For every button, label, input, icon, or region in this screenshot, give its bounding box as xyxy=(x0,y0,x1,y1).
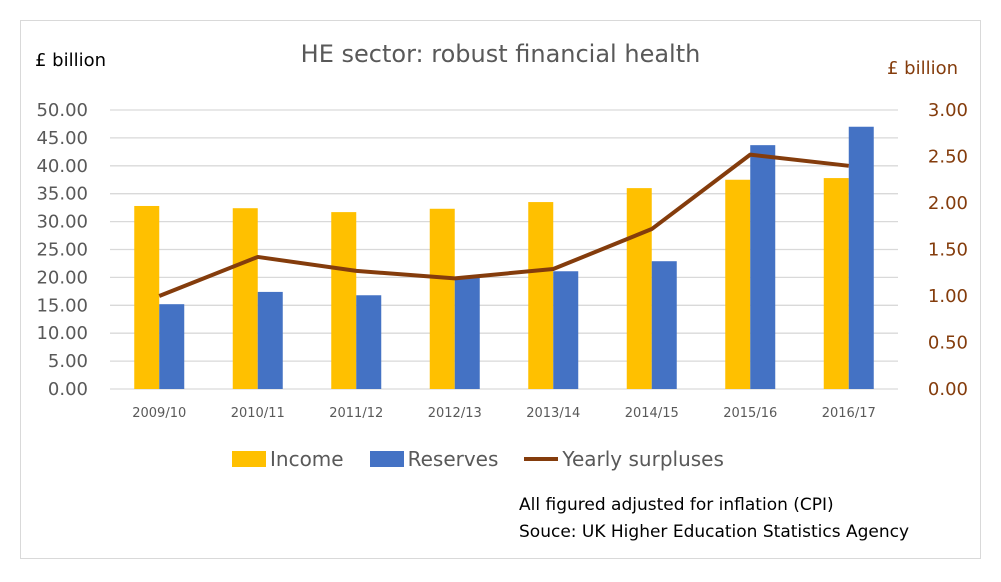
right-tick-label: 0.50 xyxy=(928,333,968,354)
right-tick-label: 2.50 xyxy=(928,147,968,168)
income-bar xyxy=(823,178,849,389)
income-bar xyxy=(232,208,258,389)
reserves-bar xyxy=(651,261,677,389)
legend-item-income: Income xyxy=(232,447,344,471)
legend-item-reserves: Reserves xyxy=(369,447,499,471)
right-tick-label: 1.50 xyxy=(928,240,968,261)
left-tick-label: 5.00 xyxy=(48,351,88,372)
income-bar xyxy=(331,212,357,389)
legend-item-surpluses: Yearly surpluses xyxy=(524,447,724,471)
left-tick-label: 45.00 xyxy=(36,128,88,149)
income-bar xyxy=(134,205,160,389)
income-bar xyxy=(725,179,751,389)
reserves-bar xyxy=(750,145,776,389)
x-tick-label: 2013/14 xyxy=(526,406,580,421)
x-tick-label: 2009/10 xyxy=(132,406,186,421)
line-swatch-icon xyxy=(524,457,559,461)
right-tick-label: 0.00 xyxy=(928,379,968,400)
chart-title: HE sector: robust financial health xyxy=(300,40,701,68)
reserves-bar xyxy=(454,277,480,389)
left-tick-label: 50.00 xyxy=(36,100,88,121)
left-tick-label: 25.00 xyxy=(36,240,88,261)
x-tick-label: 2012/13 xyxy=(428,406,482,421)
left-tick-label: 20.00 xyxy=(36,267,88,288)
reserves-bar xyxy=(159,304,185,389)
left-tick-label: 40.00 xyxy=(36,156,88,177)
reserves-bar xyxy=(257,291,283,389)
axis-ticks: 0.00 5.00 10.00 15.00 20.00 25.00 30.00 35.00 40… xyxy=(36,100,968,421)
bars xyxy=(134,126,874,390)
x-tick-label: 2010/11 xyxy=(231,406,285,421)
left-tick-label: 10.00 xyxy=(36,323,88,344)
income-bar xyxy=(528,202,554,389)
footnote-source: Souce: UK Higher Education Statistics Ag… xyxy=(519,522,910,542)
reserves-bar xyxy=(848,126,874,390)
income-bar xyxy=(429,208,455,389)
x-tick-label: 2016/17 xyxy=(822,406,876,421)
footnote-inflation: All figured adjusted for inflation (CPI) xyxy=(519,495,834,515)
left-tick-label: 0.00 xyxy=(48,379,88,400)
x-tick-label: 2011/12 xyxy=(329,406,383,421)
x-tick-label: 2015/16 xyxy=(723,406,777,421)
right-tick-label: 2.00 xyxy=(928,193,968,214)
income-bar xyxy=(626,188,652,389)
left-tick-label: 30.00 xyxy=(36,212,88,233)
footnotes: All figured adjusted for inflation (CPI)… xyxy=(519,492,909,546)
income-swatch-icon xyxy=(232,451,266,467)
x-tick-label: 2014/15 xyxy=(625,406,679,421)
legend: Income Reserves Yearly surpluses xyxy=(232,447,750,471)
surplus-line xyxy=(158,152,849,298)
legend-label: Reserves xyxy=(407,447,499,471)
right-tick-label: 3.00 xyxy=(928,100,968,121)
reserves-bar xyxy=(356,295,382,389)
left-tick-label: 35.00 xyxy=(36,184,88,205)
reserves-swatch-icon xyxy=(369,451,404,467)
left-tick-label: 15.00 xyxy=(36,295,88,316)
legend-label: Yearly surpluses xyxy=(562,447,724,471)
left-axis-label: £ billion xyxy=(35,50,107,71)
right-tick-label: 1.00 xyxy=(928,286,968,307)
reserves-bar xyxy=(553,271,579,389)
legend-label: Income xyxy=(270,447,344,471)
gridlines xyxy=(110,109,898,390)
surplus-polyline xyxy=(158,152,849,298)
right-axis-label: £ billion xyxy=(887,58,959,79)
